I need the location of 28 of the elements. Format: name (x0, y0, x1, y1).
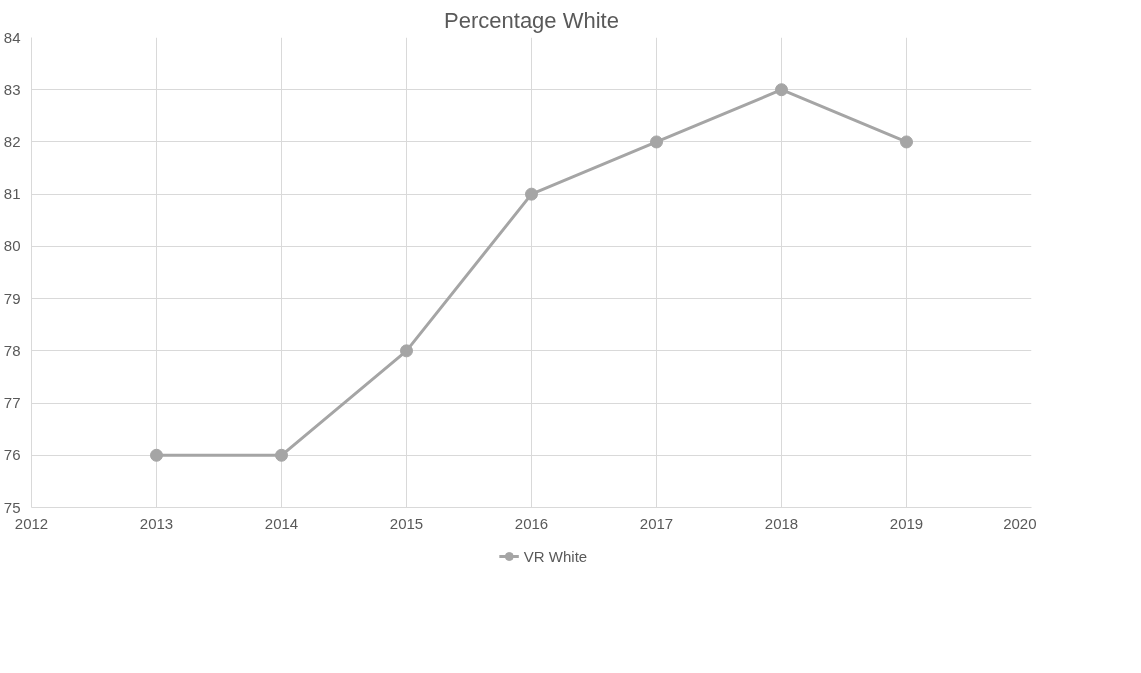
point (900, 135, 913, 149)
y-tick-label: 77 (3, 394, 21, 412)
x-tick-label: 2019 (889, 514, 924, 532)
x-tick-label: 2014 (264, 514, 299, 532)
point (150, 448, 163, 462)
y-tick-label: 75 (3, 498, 21, 516)
y-tick-label: 84 (3, 28, 21, 46)
point (275, 448, 288, 462)
x-tick-label: 2018 (764, 514, 799, 532)
y-tick-label: 81 (3, 185, 21, 203)
x-tick-label: 2013 (139, 514, 174, 532)
chart-title: Percentage White (444, 7, 619, 33)
y-tick-label: 76 (3, 446, 21, 464)
y-tick-label: 80 (3, 237, 21, 255)
y-tick-label: 83 (3, 80, 21, 98)
point (775, 83, 788, 97)
x-tick-label: 2016 (514, 514, 549, 532)
point (650, 135, 663, 149)
x-tick-label: 2017 (639, 514, 674, 532)
point (525, 187, 538, 201)
x-tick-label: 2012 (14, 514, 49, 532)
y-tick-label: 82 (3, 132, 21, 150)
y-tick-label: 79 (3, 289, 21, 307)
legend-label: VR White (523, 547, 588, 565)
x-tick-label: 2015 (389, 514, 424, 532)
x-tick-label: 2020 (1003, 514, 1037, 532)
y-tick-label: 78 (3, 341, 21, 359)
point (400, 344, 413, 358)
